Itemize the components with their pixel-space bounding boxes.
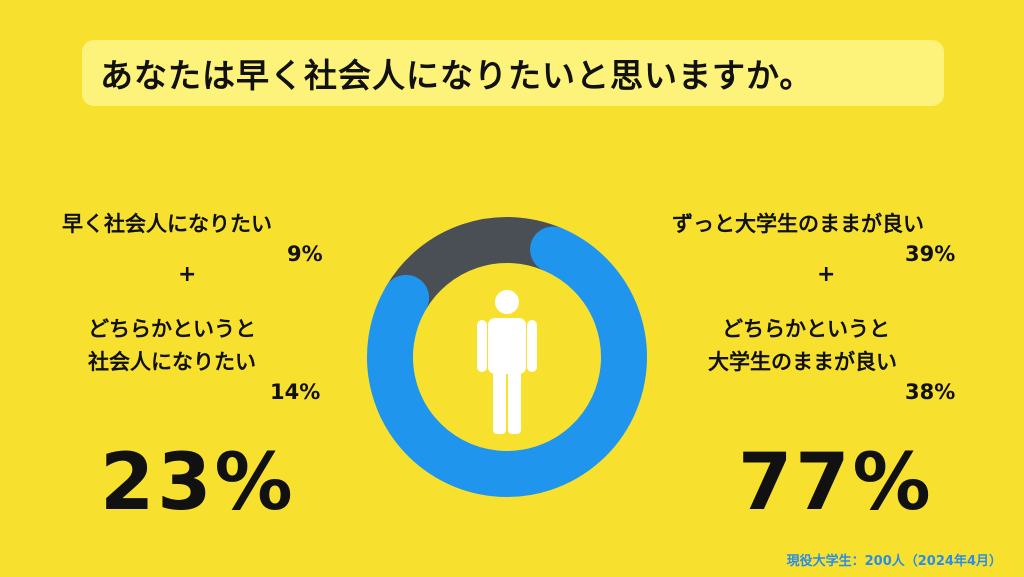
right-item2-label-line2: 大学生のままが良い — [708, 350, 897, 374]
left-item2-label-line1: どちらかというと — [88, 317, 256, 341]
left-item2-value: 14% — [270, 380, 321, 404]
right-item2-label-line1: どちらかというと — [722, 317, 890, 341]
donut-cap-end — [383, 274, 430, 321]
donut-cap-start — [530, 226, 577, 273]
left-item1-value: 9% — [287, 242, 323, 266]
right-item1-value: 39% — [905, 242, 956, 266]
person-icon — [477, 290, 537, 434]
chart-title: あなたは早く社会人になりたいと思いますか。 — [100, 56, 814, 95]
left-total-value: 23% — [100, 438, 296, 528]
donut-slice-daigakusei — [367, 228, 647, 497]
right-item1-label: ずっと大学生のままが良い — [672, 212, 924, 236]
left-plus: + — [178, 262, 197, 287]
title-banner: あなたは早く社会人になりたいと思いますか。 — [82, 40, 944, 106]
right-plus: + — [817, 262, 836, 287]
right-total-value: 77% — [738, 438, 934, 528]
left-item2-label-line2: 社会人になりたい — [88, 350, 256, 374]
right-item2-value: 38% — [905, 380, 956, 404]
left-item1-label: 早く社会人になりたい — [62, 212, 272, 236]
donut-chart — [367, 217, 647, 497]
survey-note: 現役大学生：200人（2024年4月） — [786, 554, 1002, 569]
